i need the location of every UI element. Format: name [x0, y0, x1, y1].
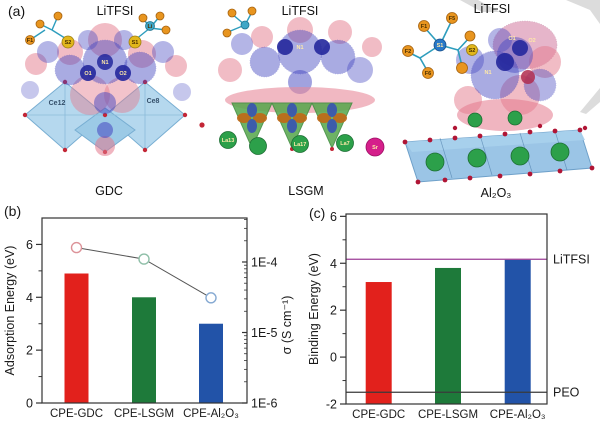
al-spheres	[425, 110, 570, 172]
y-left-tick-label: 6	[26, 238, 33, 252]
charge-density-clouds	[21, 23, 191, 156]
y-tick-label: 4	[330, 257, 337, 271]
y-tick-label: 6	[330, 210, 337, 224]
substrate-label-lsgm: LSGM	[288, 184, 323, 198]
panel-b-frame	[41, 217, 248, 404]
substrate-label-gdc: GDC	[95, 184, 123, 198]
panel-b-letter: (b)	[4, 203, 21, 219]
watermark-shapes	[460, 0, 600, 114]
atom-label-f1: F1	[421, 24, 427, 30]
bar-CPE-LSGM[interactable]	[132, 297, 156, 403]
panel-c-frame	[345, 213, 548, 405]
litfsi-label-gdc: LiTFSI	[97, 4, 134, 18]
atom-label-o2: O2	[528, 38, 535, 44]
atom-label-sr: Sr	[372, 145, 379, 151]
atom-label-li: Li	[148, 24, 153, 30]
atom-label-la13: La13	[222, 138, 235, 144]
atom-label-n1: N1	[484, 70, 491, 76]
ref-line-label-PEO: PEO	[553, 385, 580, 399]
atom-label-o2: O2	[119, 71, 126, 77]
oxygen-dots	[22, 79, 205, 155]
ref-line-label-LiTFSI: LiTFSI	[553, 252, 590, 266]
atom-label-s2: S2	[469, 48, 476, 54]
structure-al2o3: F1 F5 F2 F6 S1 S2 N1 O1 O2	[402, 12, 595, 185]
atom-label-f2: F2	[405, 49, 411, 55]
o-dots	[402, 123, 595, 185]
atom-label-ce8: Ce8	[147, 98, 160, 105]
litfsi-label-lsgm: LiTFSI	[282, 4, 319, 18]
y-left-axis-title: Adsorption Energy (eV)	[3, 246, 17, 376]
y-left-tick-label: 4	[26, 291, 33, 305]
sigma-marker-CPE-LSGM[interactable]	[138, 253, 150, 265]
atom-label-la7: La7	[340, 141, 349, 147]
orbital-lobes	[237, 103, 347, 133]
atom-label-ce12: Ce12	[49, 100, 66, 107]
sigma-marker-CPE-Al₂O₃[interactable]	[205, 292, 217, 304]
y-right-axis-title: σ (S cm⁻¹)	[280, 296, 294, 355]
x-category-label: CPE-GDC	[352, 409, 405, 421]
y-right-tick-label: 1E-6	[251, 397, 277, 411]
sigma-marker-CPE-GDC[interactable]	[70, 241, 83, 254]
litfsi-label-al2o3: LiTFSI	[474, 2, 511, 16]
molecule-atoms	[25, 11, 171, 49]
y-right-tick-label: 1E-4	[251, 255, 277, 269]
y-tick-label: 0	[330, 351, 337, 365]
x-category-label: CPE-Al₂O₃	[183, 408, 239, 420]
atom-label-s1: S1	[437, 43, 444, 49]
bar-CPE-LSGM[interactable]	[435, 267, 461, 404]
atom-label-o1: O1	[84, 71, 91, 77]
x-category-label: CPE-Al₂O₃	[490, 409, 546, 421]
structure-gdc: F1 S2 S1 Li N1 O1 O2 Ce12 Ce8	[21, 11, 205, 156]
bar-CPE-Al₂O₃[interactable]	[504, 259, 531, 404]
y-right-tick-label: 1E-5	[251, 326, 277, 340]
la-sr-spheres	[219, 131, 385, 157]
x-category-label: CPE-LSGM	[418, 409, 478, 421]
molecule-atoms	[402, 12, 478, 79]
bar-CPE-Al₂O₃[interactable]	[199, 323, 223, 403]
charge-density-clouds	[454, 20, 561, 131]
atom-label-f6: F6	[425, 71, 431, 77]
atom-label-s1: S1	[132, 40, 139, 46]
bar-CPE-GDC[interactable]	[365, 282, 392, 404]
structure-lsgm: N1 La13 La17 La7 Sr	[218, 6, 385, 157]
x-category-label: CPE-LSGM	[114, 408, 174, 420]
atom-label-o1: O1	[508, 36, 515, 42]
atom-label-s2: S2	[65, 40, 72, 46]
panel-c-letter: (c)	[309, 205, 325, 221]
y-tick-label: 2	[330, 304, 337, 318]
x-category-label: CPE-GDC	[50, 408, 103, 420]
atom-label-la17: La17	[294, 142, 307, 148]
panel-a: (a) LiTFSI LiTFSI LiTFSI	[8, 0, 600, 200]
y-left-tick-label: 0	[26, 397, 33, 411]
panel-a-letter: (a)	[8, 3, 25, 19]
y-left-tick-label: 2	[26, 344, 33, 358]
y-tick-label: -2	[326, 398, 337, 412]
bar-CPE-GDC[interactable]	[64, 273, 89, 404]
atom-label-n1: N1	[296, 45, 303, 51]
atom-label-n1: N1	[101, 60, 108, 66]
y-axis-title: Binding Energy (eV)	[307, 253, 321, 365]
substrate-label-al2o3: Al₂O₃	[481, 186, 512, 200]
atom-label-f1: F1	[27, 38, 33, 44]
atom-label-f5: F5	[449, 16, 455, 22]
